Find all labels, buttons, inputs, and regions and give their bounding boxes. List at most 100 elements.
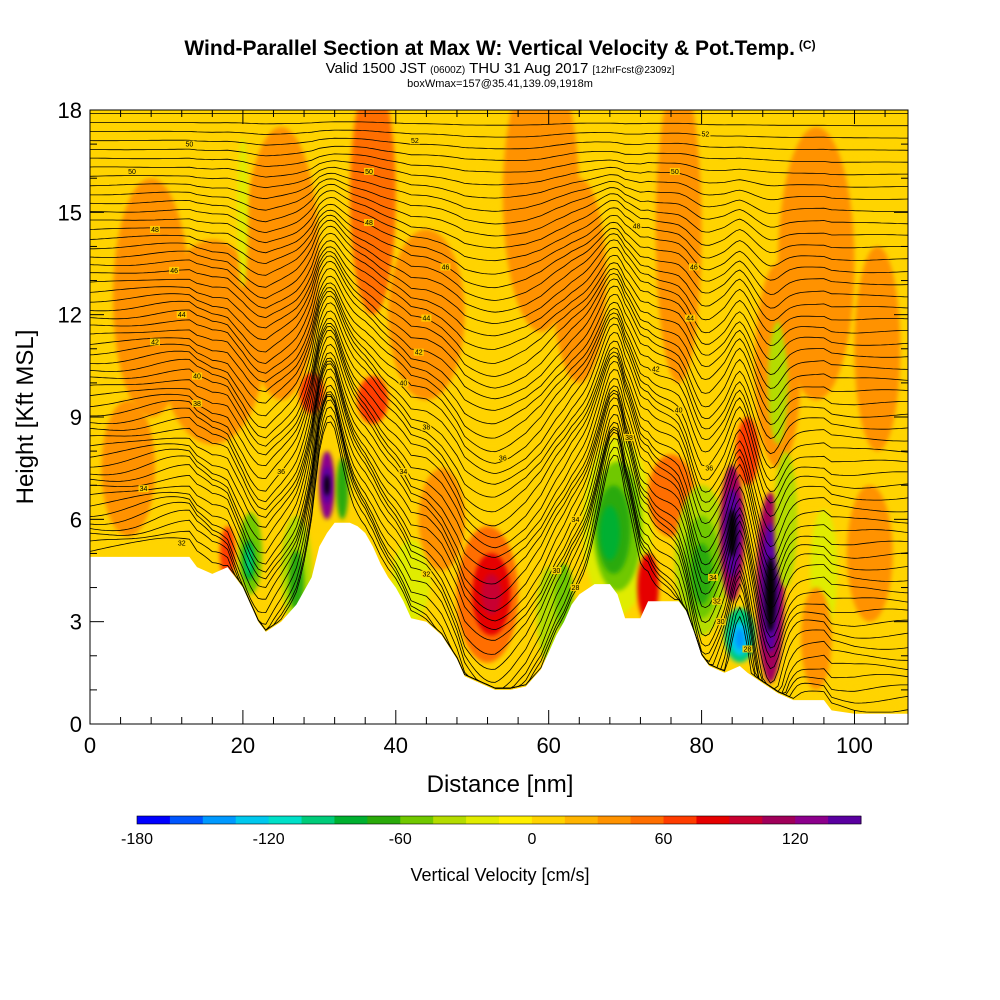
theta-line-41 (90, 183, 908, 241)
svg-text:36: 36 (705, 466, 713, 473)
y-tick-label: 18 (58, 98, 82, 123)
y-tick-label: 3 (70, 610, 82, 635)
chart-title-text: Wind-Parallel Section at Max W: Vertical… (184, 37, 795, 60)
theta-line-49 (90, 129, 908, 139)
colorbar-frame (136, 815, 862, 825)
velocity-cell-46 (800, 587, 832, 690)
plot-area: 50 50 48 46 44 42 40 38 34 32 52 50 48 46 44 42 40 38 36 34… (90, 110, 908, 724)
chart-title: Wind-Parallel Section at Max W: Vertical… (0, 37, 1000, 61)
velocity-cell-44 (774, 451, 798, 588)
velocity-cell-9 (349, 110, 396, 315)
theta-line-38 (90, 203, 908, 281)
velocity-cell-55 (237, 137, 249, 288)
x-tick-label: 100 (836, 733, 873, 758)
colorbar-swatch (828, 816, 862, 824)
y-tick-label: 15 (58, 200, 82, 225)
contour-label-22: 34 (570, 515, 581, 524)
theta-line-32 (90, 240, 908, 361)
colorbar-swatch (531, 816, 566, 824)
svg-text:46: 46 (442, 264, 450, 271)
contour-label-16: 40 (398, 379, 409, 387)
potential-temperature-contours (90, 113, 908, 713)
svg-text:32: 32 (713, 599, 721, 606)
theta-line-33 (90, 232, 908, 347)
svg-text:48: 48 (365, 220, 373, 227)
svg-text:50: 50 (671, 169, 679, 176)
theta-line-17 (90, 326, 908, 561)
contour-label-13: 46 (440, 263, 451, 271)
theta-line-35 (90, 219, 908, 321)
svg-text:48: 48 (151, 227, 159, 234)
contour-label-4: 44 (176, 311, 187, 319)
x-tick-label: 80 (689, 733, 713, 758)
theta-line-18 (90, 322, 908, 548)
copyright-mark: (C) (798, 38, 816, 52)
colorbar-swatch (630, 816, 665, 824)
x-tick-label: 20 (231, 733, 255, 758)
contour-label-25: 52 (700, 130, 711, 138)
contour-label-3: 46 (169, 266, 180, 275)
colorbar-title: Vertical Velocity [cm/s] (410, 865, 589, 885)
svg-text:52: 52 (411, 138, 419, 145)
theta-line-27 (90, 267, 908, 426)
box-wmax-info: boxWmax=157@35.41,139.09,1918m (407, 78, 593, 90)
x-axis-title: Distance [nm] (427, 771, 574, 798)
x-tick-label: 60 (536, 733, 560, 758)
svg-text:46: 46 (690, 264, 698, 271)
y-tick-label: 0 (70, 712, 82, 737)
contour-label-9: 32 (176, 539, 187, 548)
svg-text:32: 32 (178, 541, 186, 548)
contour-labels: 50 50 48 46 44 42 40 38 34 32 52 50 48 46 44 42 40 38 36 34… (127, 130, 753, 653)
svg-text:38: 38 (422, 425, 430, 432)
contour-label-21: 32 (421, 570, 432, 578)
colorbar-swatch (663, 816, 697, 824)
svg-text:36: 36 (277, 469, 285, 476)
colorbar-swatch (564, 816, 599, 824)
colorbar-swatch (466, 816, 500, 824)
x-tick-label: 40 (384, 733, 408, 758)
svg-text:38: 38 (193, 401, 201, 408)
colorbar-tick-label: -180 (121, 831, 153, 848)
theta-line-22 (90, 295, 908, 493)
theta-line-34 (90, 225, 908, 334)
contour-label-31: 40 (673, 406, 684, 415)
svg-text:28: 28 (572, 585, 580, 592)
theta-line-16 (90, 329, 908, 571)
svg-text:34: 34 (572, 517, 580, 524)
colorbar: -180 -120 -60 0 60 120 (121, 815, 862, 848)
svg-text:42: 42 (415, 350, 423, 357)
colorbar-tick-label: -120 (253, 831, 285, 848)
velocity-cell-53 (101, 399, 155, 537)
svg-text:52: 52 (702, 131, 710, 138)
x-tick-label: 0 (84, 733, 96, 758)
contour-label-14: 44 (421, 314, 432, 323)
velocity-cell-19 (481, 573, 502, 615)
colorbar-tick-label: 0 (527, 831, 536, 848)
contour-label-24: 28 (570, 584, 581, 592)
chart-subtitle: Valid 1500 JST (0600Z) THU 31 Aug 2017 [… (0, 60, 1000, 77)
theta-line-15 (90, 335, 908, 582)
theta-line-39 (90, 197, 908, 267)
colorbar-swatch (334, 816, 368, 824)
theta-line-29 (90, 255, 908, 402)
theta-line-50 (90, 121, 908, 127)
velocity-cell-34 (735, 628, 745, 649)
svg-text:34: 34 (709, 575, 717, 582)
theta-line-8 (90, 376, 908, 670)
velocity-cell-40 (765, 556, 776, 632)
colorbar-swatch (169, 816, 204, 824)
velocity-cell-4 (357, 376, 389, 424)
colorbar-swatch (301, 816, 335, 824)
colorbar-tick-label: -60 (389, 831, 412, 848)
contour-label-11: 50 (364, 167, 375, 176)
theta-line-45 (90, 160, 908, 188)
theta-line-31 (90, 246, 908, 376)
svg-text:40: 40 (400, 380, 408, 387)
svg-text:50: 50 (128, 169, 136, 176)
theta-line-30 (90, 251, 908, 389)
contour-label-26: 50 (669, 167, 680, 176)
theta-line-10 (90, 363, 908, 649)
contour-label-33: 36 (704, 464, 715, 473)
